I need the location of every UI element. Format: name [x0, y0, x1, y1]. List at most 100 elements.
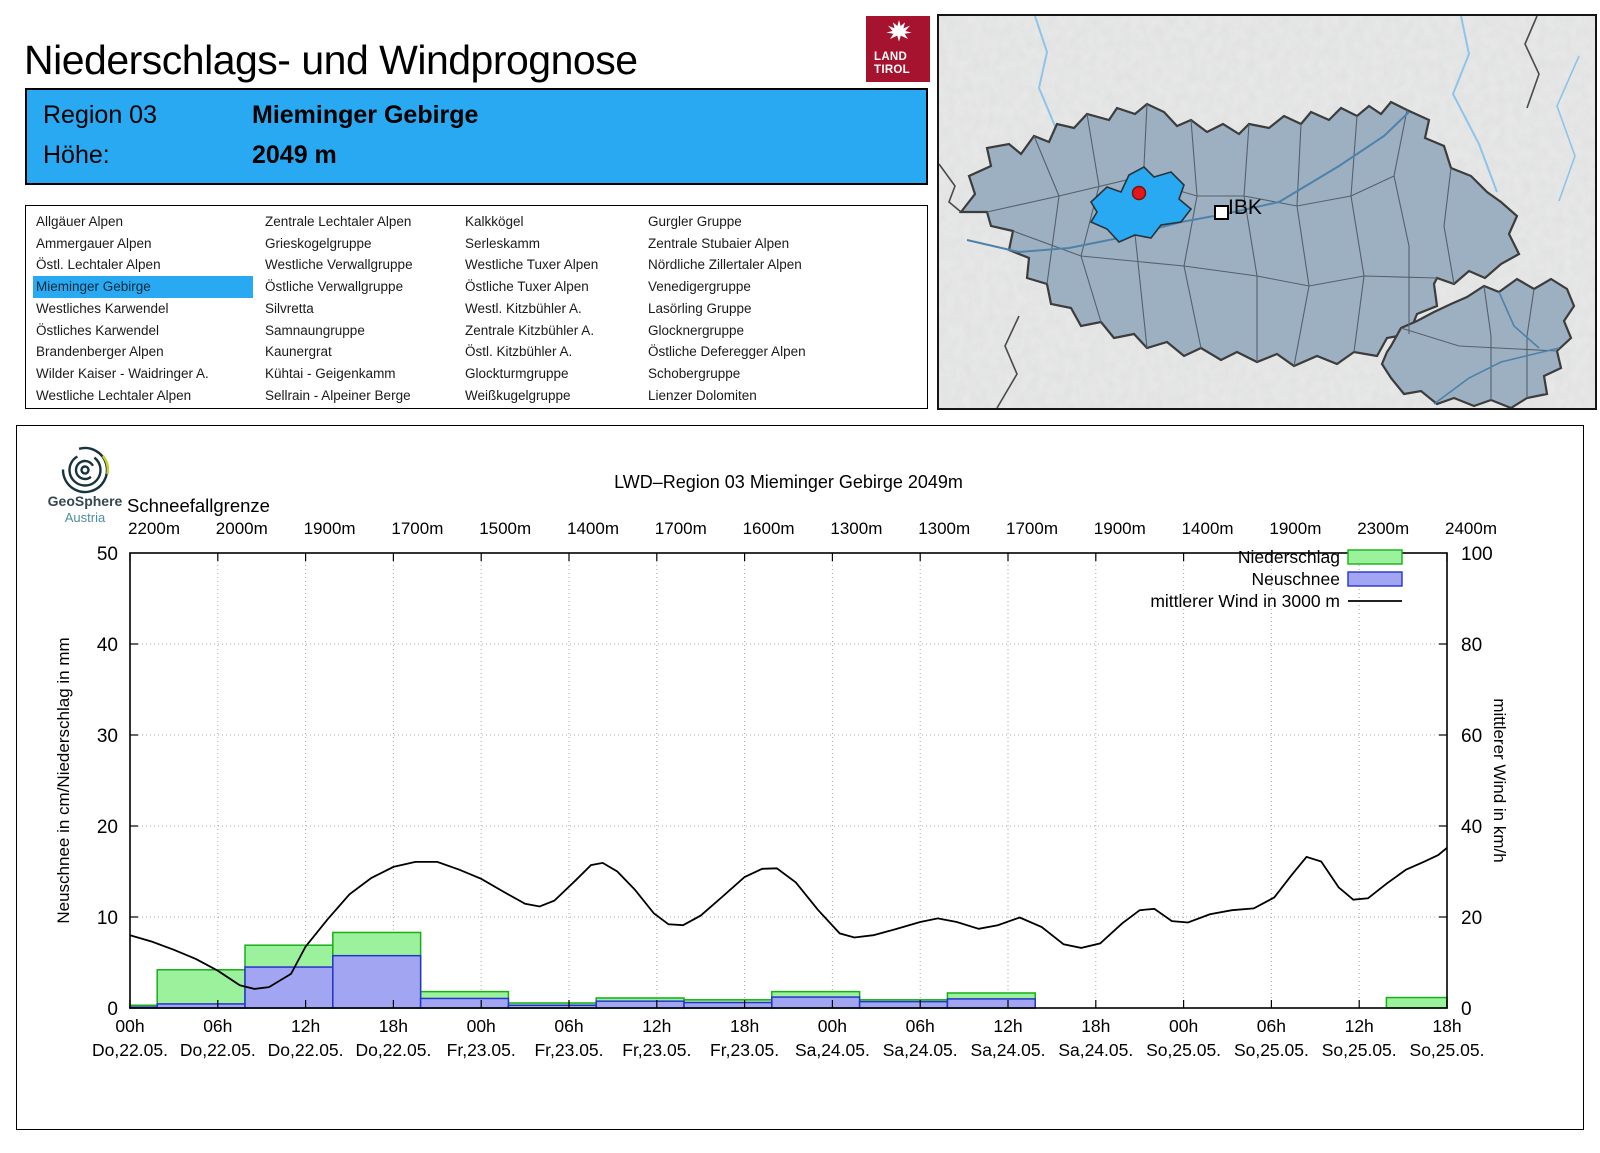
region-list-item[interactable]: Glockturmgruppe — [465, 365, 569, 381]
snowline-value: 2300m — [1357, 519, 1409, 538]
xtick-time: 00h — [1169, 1016, 1198, 1036]
xtick-date: Do,22.05. — [355, 1040, 431, 1060]
snowline-value: 1300m — [830, 519, 882, 538]
snowline-value: 1600m — [743, 519, 795, 538]
ylabel-right: mittlerer Wind in km/h — [1490, 698, 1509, 862]
page-title: Niederschlags- und Windprognose — [24, 37, 638, 84]
xtick-time: 06h — [906, 1016, 935, 1036]
xtick-time: 12h — [1345, 1016, 1374, 1036]
region-list-item[interactable]: Östliche Tuxer Alpen — [465, 279, 589, 295]
xtick-date: Sa,24.05. — [1058, 1040, 1133, 1060]
region-list-item[interactable]: Westliche Lechtaler Alpen — [36, 387, 192, 403]
geosphere-country: Austria — [65, 510, 106, 525]
region-list-item[interactable]: Nördliche Zillertaler Alpen — [648, 257, 802, 273]
land-tirol-logo: LAND TIROL — [866, 16, 930, 82]
chart-legend — [1347, 549, 1403, 602]
region-list-item[interactable]: Serleskamm — [465, 235, 541, 251]
xtick-date: So,25.05. — [1410, 1040, 1485, 1060]
xtick-time: 12h — [291, 1016, 320, 1036]
map-selected-region[interactable] — [1089, 166, 1193, 243]
region-list-item[interactable]: Kalkkögel — [465, 214, 524, 229]
xtick-date: Fr,23.05. — [622, 1040, 691, 1060]
xtick-time: 00h — [818, 1016, 847, 1036]
ytick-left: 30 — [97, 726, 118, 747]
chart-title: LWD–Region 03 Mieminger Gebirge 2049m — [614, 472, 963, 492]
xtick-date: Sa,24.05. — [883, 1040, 958, 1060]
region-list-item[interactable]: Östliche Verwallgruppe — [265, 279, 404, 295]
tirol-logo-line2: TIROL — [874, 64, 910, 76]
xtick-time: 00h — [467, 1016, 496, 1036]
xtick-time: 06h — [203, 1016, 232, 1036]
region-list-item[interactable]: Kaunergrat — [265, 344, 332, 360]
region-list-item[interactable]: Östl. Lechtaler Alpen — [36, 257, 161, 273]
map-river — [1451, 16, 1498, 193]
ytick-right: 100 — [1461, 544, 1493, 565]
region-list-item[interactable]: Brandenberger Alpen — [36, 344, 164, 360]
region-list-item[interactable]: Kühtai - Geigenkamm — [265, 365, 396, 381]
region-list-item[interactable]: Östliche Deferegger Alpen — [648, 344, 806, 360]
snowline-value: 1400m — [567, 519, 619, 538]
region-list-item[interactable]: Silvretta — [265, 300, 314, 316]
region-list-item[interactable]: Zentrale Stubaier Alpen — [648, 235, 790, 251]
region-list-item[interactable]: Zentrale Kitzbühler A. — [465, 322, 595, 338]
region-list-item[interactable]: Westliches Karwendel — [36, 300, 169, 316]
region-list-item[interactable]: Westliche Tuxer Alpen — [465, 257, 599, 273]
ylabel-left: Neuschnee in cm/Niederschlag in mm — [54, 637, 73, 923]
region-list-item[interactable]: Ammergauer Alpen — [36, 235, 152, 251]
altitude-value: 2049 m — [252, 141, 337, 169]
region-list-item[interactable]: Schobergruppe — [648, 365, 741, 381]
region-column: Kalkkögel Serleskamm Westliche Tuxer Alpen… — [462, 211, 645, 408]
xtick-date: So,25.05. — [1322, 1040, 1397, 1060]
region-name-value: Mieminger Gebirge — [252, 101, 479, 129]
tirol-map[interactable]: IBK — [937, 14, 1597, 410]
forecast-chart-panel: GeoSphere Austria LWD–Region 03 Mieminger … — [16, 425, 1584, 1130]
xtick-time: 18h — [1081, 1016, 1110, 1036]
region-list-item[interactable]: Wilder Kaiser - Waidringer A. — [36, 365, 209, 381]
region-list-item[interactable]: Mieminger Gebirge — [33, 276, 253, 298]
region-column: Zentrale Lechtaler Alpen Grieskogelgruppe… — [262, 211, 462, 408]
region-info-box: Region 03 Mieminger Gebirge Höhe: 2049 m — [25, 88, 928, 185]
region-column: Allgäuer Alpen Ammergauer Alpen Östl. Lech… — [33, 211, 262, 408]
xtick-time: 12h — [642, 1016, 671, 1036]
ytick-right: 20 — [1461, 908, 1482, 929]
ytick-right: 80 — [1461, 635, 1482, 656]
ytick-right: 0 — [1461, 999, 1472, 1020]
tirol-logo-line1: LAND — [874, 51, 908, 63]
xtick-date: Fr,23.05. — [447, 1040, 516, 1060]
region-list-item[interactable]: Gurgler Gruppe — [648, 214, 742, 229]
region-list-item[interactable]: Glocknergruppe — [648, 322, 745, 338]
map-river — [1556, 55, 1580, 202]
snowline-value: 1700m — [655, 519, 707, 538]
xtick-time: 06h — [1257, 1016, 1286, 1036]
map-foreign-border — [939, 163, 962, 213]
region-list-item[interactable]: Sellrain - Alpeiner Berge — [265, 387, 411, 403]
ytick-left: 40 — [97, 635, 118, 656]
wind-line — [129, 847, 1448, 990]
region-list-item[interactable]: Lienzer Dolomiten — [648, 387, 757, 403]
snowline-value: 1900m — [304, 519, 356, 538]
region-list-item[interactable]: Westl. Kitzbühler A. — [465, 300, 582, 316]
snowline-value: 2400m — [1445, 519, 1497, 538]
snowline-value: 1900m — [1094, 519, 1146, 538]
region-list-item[interactable]: Westliche Verwallgruppe — [265, 257, 413, 273]
region-list-item[interactable]: Weißkugelgruppe — [465, 387, 571, 403]
region-list-item[interactable]: Venedigergruppe — [648, 279, 751, 295]
xtick-date: So,25.05. — [1146, 1040, 1221, 1060]
snowline-label: Schneefallgrenze — [127, 495, 270, 516]
map-drau-river — [1433, 291, 1560, 405]
region-list-item[interactable]: Östliches Karwendel — [36, 322, 160, 338]
region-list-item[interactable]: Grieskogelgruppe — [265, 235, 372, 251]
region-list-item[interactable]: Lasörling Gruppe — [648, 300, 752, 316]
region-list-item[interactable]: Östl. Kitzbühler A. — [465, 344, 573, 360]
snowline-value: 1700m — [391, 519, 443, 538]
region-list-item[interactable]: Allgäuer Alpen — [36, 214, 124, 229]
region-list-item[interactable]: Zentrale Lechtaler Alpen — [265, 214, 412, 229]
xtick-time: 00h — [115, 1016, 144, 1036]
map-selected-region-marker — [1131, 185, 1147, 201]
ytick-left: 50 — [97, 544, 118, 565]
ytick-left: 20 — [97, 817, 118, 838]
snowline-value: 2200m — [128, 519, 180, 538]
map-north-tirol-region[interactable] — [958, 100, 1521, 368]
region-list-item[interactable]: Samnaungruppe — [265, 322, 365, 338]
xtick-date: Fr,23.05. — [710, 1040, 779, 1060]
